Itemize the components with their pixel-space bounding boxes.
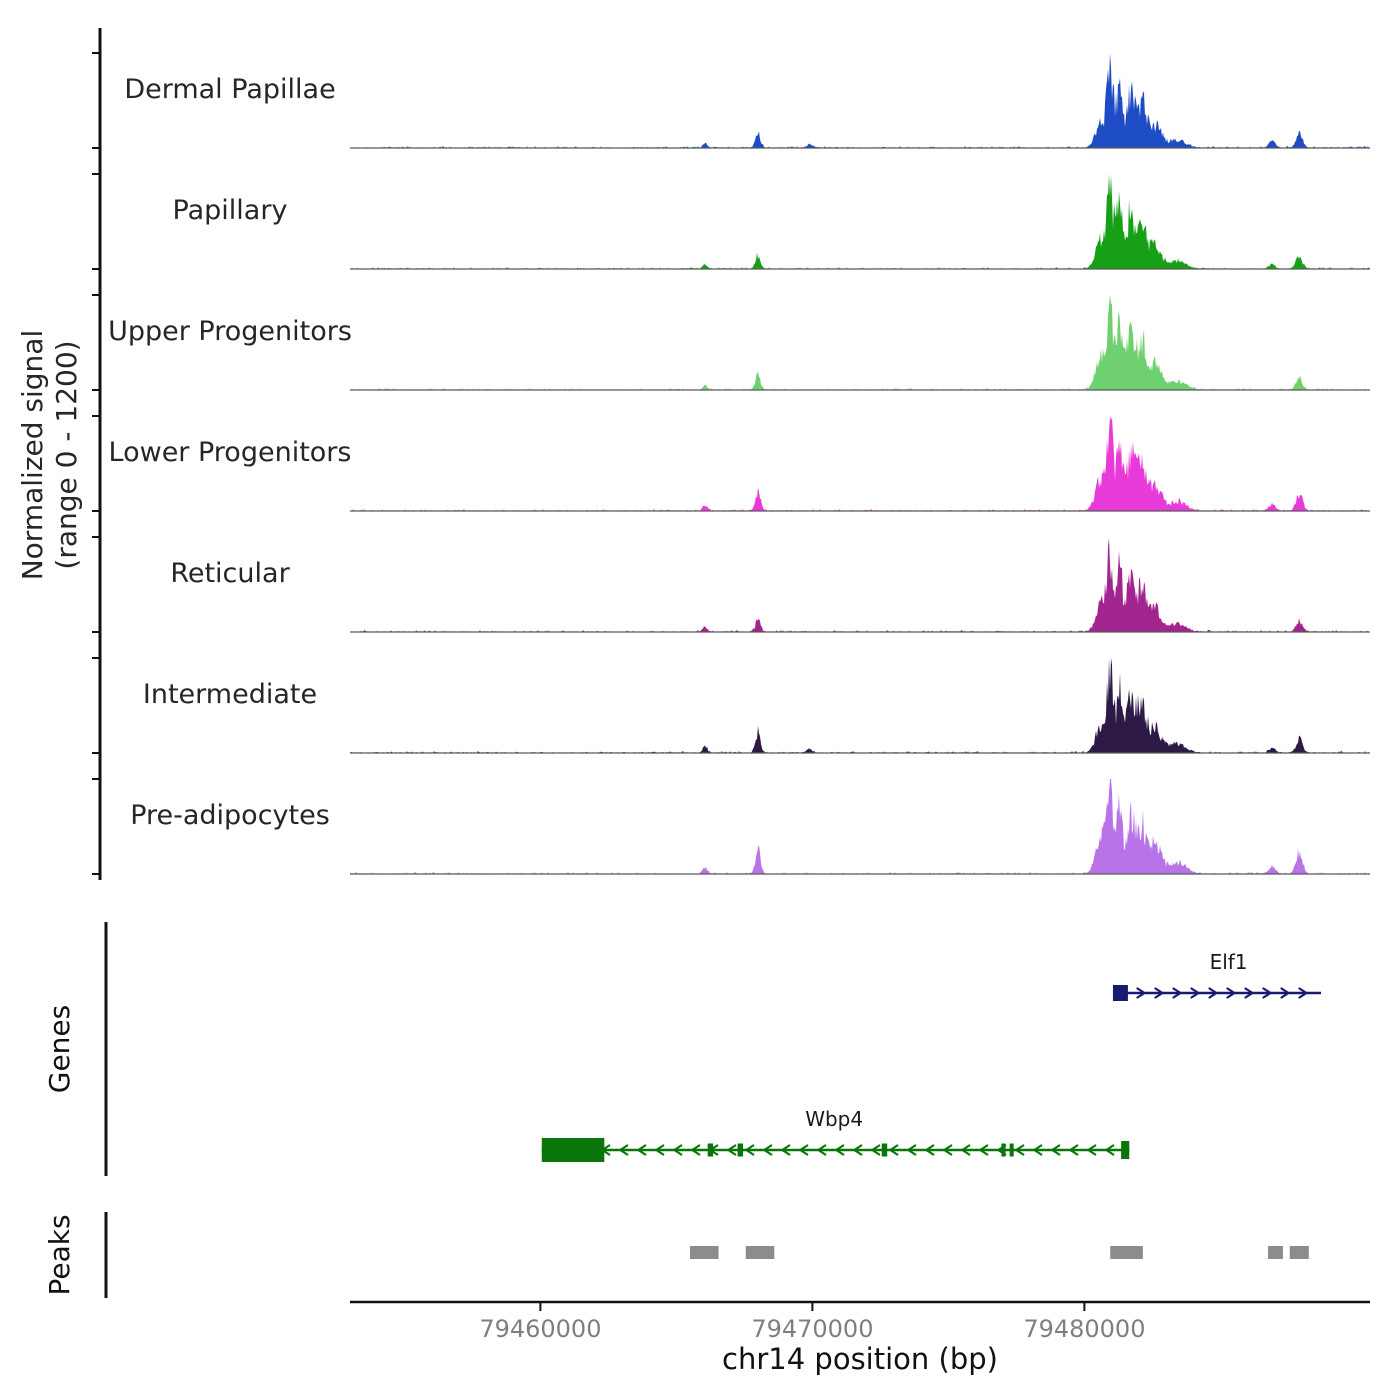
strand-arrow: [1190, 987, 1200, 999]
strand-arrow: [1208, 987, 1218, 999]
gene-exon: [1009, 1143, 1014, 1157]
signal-area: [350, 174, 1370, 269]
strand-arrow: [1298, 987, 1308, 999]
strand-arrow: [1051, 1144, 1061, 1156]
track-label: Pre-adipocytes: [130, 800, 330, 831]
strand-arrow: [925, 1144, 935, 1156]
peak-box: [1110, 1246, 1143, 1259]
strand-arrow: [889, 1144, 899, 1156]
signal-area: [350, 658, 1370, 753]
strand-arrow: [1154, 987, 1164, 999]
strand-arrow: [1033, 1144, 1043, 1156]
strand-arrow: [853, 1144, 863, 1156]
track-label: Lower Progenitors: [109, 437, 352, 468]
strand-arrow: [619, 1144, 629, 1156]
genes-section-label: Genes: [43, 1004, 76, 1094]
peak-box: [1268, 1246, 1283, 1259]
peaks-section-label: Peaks: [43, 1214, 76, 1296]
track-label: Papillary: [173, 195, 288, 226]
strand-arrow: [655, 1144, 665, 1156]
strand-arrow: [781, 1144, 791, 1156]
strand-arrow: [763, 1144, 773, 1156]
strand-arrow: [1087, 1144, 1097, 1156]
strand-arrow: [1015, 1144, 1025, 1156]
strand-arrow: [673, 1144, 683, 1156]
track-label: Upper Progenitors: [108, 316, 352, 347]
gene-exon: [707, 1143, 714, 1157]
strand-arrow: [817, 1144, 827, 1156]
strand-arrow: [1280, 987, 1290, 999]
strand-arrow: [637, 1144, 647, 1156]
strand-arrow: [1069, 1144, 1079, 1156]
gene-exon: [541, 1138, 605, 1162]
strand-arrow: [943, 1144, 953, 1156]
peak-box: [690, 1246, 719, 1259]
gene-exon: [737, 1143, 744, 1157]
x-tick-label: 79480000: [1023, 1315, 1145, 1343]
peak-box: [745, 1246, 775, 1259]
y-axis-label: Normalized signal (range 0 - 1200): [16, 295, 84, 615]
track-label: Intermediate: [143, 679, 317, 710]
gene-exon: [1001, 1143, 1006, 1157]
strand-arrow: [1105, 1144, 1115, 1156]
signal-area: [350, 779, 1370, 874]
strand-arrow: [961, 1144, 971, 1156]
gene-label: Elf1: [1210, 950, 1248, 974]
strand-arrow: [871, 1144, 881, 1156]
gene-exon: [1112, 985, 1128, 1001]
x-tick-label: 79460000: [479, 1315, 601, 1343]
signal-area: [350, 53, 1370, 148]
track-label: Reticular: [170, 558, 290, 589]
y-axis-label-line1: Normalized signal: [16, 329, 49, 581]
strand-arrow: [1262, 987, 1272, 999]
track-label: Dermal Papillae: [124, 74, 335, 105]
strand-arrow: [727, 1144, 737, 1156]
strand-arrow: [1226, 987, 1236, 999]
y-axis-label-line2: (range 0 - 1200): [50, 340, 83, 570]
strand-arrow: [979, 1144, 989, 1156]
strand-arrow: [1136, 987, 1146, 999]
strand-arrow: [835, 1144, 845, 1156]
signal-area: [350, 416, 1370, 511]
strand-arrow: [745, 1144, 755, 1156]
strand-arrow: [1172, 987, 1182, 999]
strand-arrow: [1244, 987, 1254, 999]
peak-box: [1289, 1246, 1309, 1259]
signal-area: [350, 295, 1370, 390]
gene-label: Wbp4: [805, 1107, 863, 1131]
strand-arrow: [907, 1144, 917, 1156]
gene-exon: [881, 1143, 888, 1157]
x-axis-title: chr14 position (bp): [722, 1342, 998, 1376]
strand-arrow: [799, 1144, 809, 1156]
strand-arrow: [691, 1144, 701, 1156]
x-tick-label: 79470000: [751, 1315, 873, 1343]
signal-area: [350, 537, 1370, 632]
gene-exon: [1121, 1141, 1130, 1159]
